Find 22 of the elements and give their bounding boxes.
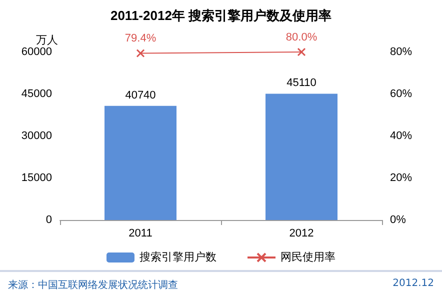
y2-tick-label: 0% [390,214,406,226]
y2-tick-label: 60% [390,88,412,100]
x-tick-label: 2012 [289,228,314,240]
y-tick-label: 15000 [21,172,52,184]
data-label: 45110 [286,77,316,90]
y-tick-label: 45000 [21,88,52,100]
data-label: 79.4% [124,32,156,45]
y2-tick-label: 80% [390,46,412,58]
y2-tick-label: 20% [390,172,412,184]
y-tick-label: 60000 [21,46,52,58]
y-axis-title: 万人 [36,34,58,46]
data-label: 80.0% [286,31,318,44]
legend-label: 网民使用率 [280,250,336,264]
y-tick-label: 30000 [21,130,52,142]
text: 2012.12 [392,278,434,289]
y2-tick-label: 40% [390,130,412,142]
legend-label: 搜索引擎用户数 [140,250,216,264]
y-tick-label: 0 [46,214,52,226]
source-note: 来源：中国互联网络发展状况统计调查 [8,278,178,292]
data-label: 40740 [125,89,156,102]
chart-title: 2011-2012年 搜索引擎用户数及使用率 [110,8,332,23]
x-tick-label: 2011 [128,228,152,240]
